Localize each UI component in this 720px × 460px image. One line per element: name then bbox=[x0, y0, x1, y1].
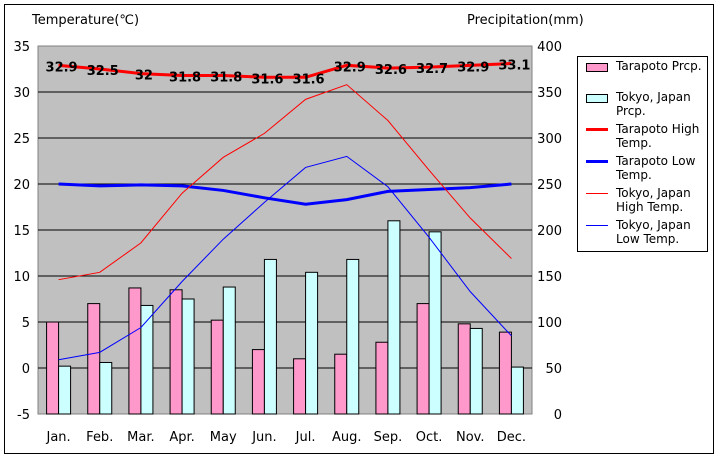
right-tick-label: 150 bbox=[537, 270, 562, 285]
legend-line-blue-thick bbox=[586, 160, 608, 163]
line-tokyo_low bbox=[58, 155, 512, 361]
bar-tokyo_prcp-8 bbox=[387, 220, 401, 415]
left-tick-label: 10 bbox=[13, 270, 30, 285]
legend-line-red-thin bbox=[586, 193, 608, 194]
left-tick-label: 15 bbox=[13, 224, 30, 239]
legend-swatch-pink bbox=[586, 63, 608, 72]
x-tick-label: Jan. bbox=[45, 430, 70, 445]
x-tick-label: Mar. bbox=[127, 430, 154, 445]
legend-label: Tarapoto High Temp. bbox=[616, 122, 700, 150]
bar-tarapoto_prcp-3 bbox=[169, 289, 183, 415]
bar-tarapoto_prcp-1 bbox=[87, 303, 101, 415]
left-tick-label: 0 bbox=[22, 362, 30, 377]
legend: Tarapoto Prcp. Tokyo, Japan Prcp. Tarapo… bbox=[577, 56, 708, 252]
bar-tarapoto_prcp-8 bbox=[375, 341, 389, 415]
left-tick-label: 20 bbox=[13, 178, 30, 193]
x-tick-label: Dec. bbox=[497, 430, 526, 445]
data-label-tarapoto_high-8: 32.6 bbox=[375, 63, 407, 78]
bar-tarapoto_prcp-0 bbox=[46, 321, 60, 415]
bar-tokyo_prcp-7 bbox=[346, 258, 360, 415]
x-tick-label: Apr. bbox=[169, 430, 194, 445]
bar-tokyo_prcp-0 bbox=[58, 365, 72, 415]
x-tick-label: Feb. bbox=[86, 430, 113, 445]
right-tick-label: 0 bbox=[554, 408, 562, 423]
bar-tarapoto_prcp-6 bbox=[293, 358, 307, 415]
axis-ticks: 35302520151050-5400350300250200150100500… bbox=[13, 40, 562, 445]
legend-label: Tarapoto Prcp. bbox=[616, 59, 702, 73]
data-label-tarapoto_high-1: 32.5 bbox=[87, 64, 119, 79]
legend-line-red-thick bbox=[586, 128, 608, 131]
x-tick-label: Aug. bbox=[332, 430, 362, 445]
precipitation-bars bbox=[46, 220, 524, 415]
legend-label: Tokyo, Japan High Temp. bbox=[616, 186, 691, 214]
value-labels: 32.9 32.5 32 31.8 31.8 31.6 31.6 32.9 32.6 32.7 32… bbox=[46, 58, 531, 87]
left-tick-label: -5 bbox=[17, 408, 30, 423]
data-label-tarapoto_high-7: 32.9 bbox=[334, 60, 366, 75]
right-tick-label: 200 bbox=[537, 224, 562, 239]
line-tarapoto_low bbox=[58, 182, 512, 206]
x-tick-label: Nov. bbox=[456, 430, 485, 445]
line-tokyo_high bbox=[58, 84, 512, 281]
bar-tokyo_prcp-2 bbox=[140, 304, 154, 415]
right-tick-label: 400 bbox=[537, 40, 562, 55]
left-tick-label: 5 bbox=[22, 316, 30, 331]
bar-tokyo_prcp-4 bbox=[222, 286, 236, 415]
right-tick-label: 300 bbox=[537, 132, 562, 147]
legend-swatch-cyan bbox=[586, 94, 608, 103]
line-tarapoto_high bbox=[58, 61, 512, 79]
right-tick-label: 100 bbox=[537, 316, 562, 331]
data-label-tarapoto_high-10: 32.9 bbox=[457, 60, 489, 75]
bar-tarapoto_prcp-4 bbox=[210, 319, 224, 415]
legend-label: Tarapoto Low Temp. bbox=[616, 154, 696, 182]
data-label-tarapoto_high-5: 31.6 bbox=[251, 72, 283, 87]
x-tick-label: May bbox=[210, 430, 237, 445]
x-tick-label: Jun. bbox=[251, 430, 276, 445]
bar-tokyo_prcp-1 bbox=[99, 361, 113, 415]
bar-tarapoto_prcp-7 bbox=[334, 353, 348, 415]
data-label-tarapoto_high-2: 32 bbox=[135, 69, 153, 84]
x-tick-label: Oct. bbox=[416, 430, 443, 445]
bar-tarapoto_prcp-10 bbox=[457, 323, 471, 415]
bar-tarapoto_prcp-5 bbox=[251, 349, 265, 415]
bar-tarapoto_prcp-11 bbox=[498, 331, 512, 415]
bar-tarapoto_prcp-9 bbox=[416, 303, 430, 415]
bar-tarapoto_prcp-2 bbox=[128, 287, 142, 415]
bar-tokyo_prcp-9 bbox=[428, 231, 442, 415]
data-label-tarapoto_high-11: 33.1 bbox=[498, 58, 530, 73]
legend-label: Tokyo, Japan Low Temp. bbox=[616, 218, 691, 246]
bar-tokyo_prcp-6 bbox=[305, 271, 319, 415]
data-label-tarapoto_high-9: 32.7 bbox=[416, 62, 448, 77]
right-tick-label: 250 bbox=[537, 178, 562, 193]
data-label-tarapoto_high-0: 32.9 bbox=[46, 60, 78, 75]
right-tick-label: 350 bbox=[537, 86, 562, 101]
bar-tokyo_prcp-5 bbox=[263, 258, 277, 415]
chart-frame bbox=[4, 4, 714, 454]
legend-label: Tokyo, Japan Prcp. bbox=[616, 90, 691, 118]
left-tick-label: 25 bbox=[13, 132, 30, 147]
left-axis-title: Temperature(℃) bbox=[32, 13, 140, 28]
left-tick-label: 35 bbox=[13, 40, 30, 55]
data-label-tarapoto_high-6: 31.6 bbox=[293, 72, 325, 87]
legend-line-blue-thin bbox=[586, 225, 608, 226]
data-label-tarapoto_high-4: 31.8 bbox=[210, 70, 242, 85]
right-axis-title: Precipitation(mm) bbox=[467, 13, 584, 28]
right-tick-label: 50 bbox=[545, 362, 562, 377]
bar-tokyo_prcp-11 bbox=[510, 366, 524, 415]
data-label-tarapoto_high-3: 31.8 bbox=[169, 70, 201, 85]
temperature-lines bbox=[58, 61, 512, 361]
x-tick-label: Sep. bbox=[374, 430, 403, 445]
bar-tokyo_prcp-10 bbox=[469, 327, 483, 415]
left-tick-label: 30 bbox=[13, 86, 30, 101]
bar-tokyo_prcp-3 bbox=[181, 298, 195, 415]
x-tick-label: Jul. bbox=[295, 430, 316, 445]
